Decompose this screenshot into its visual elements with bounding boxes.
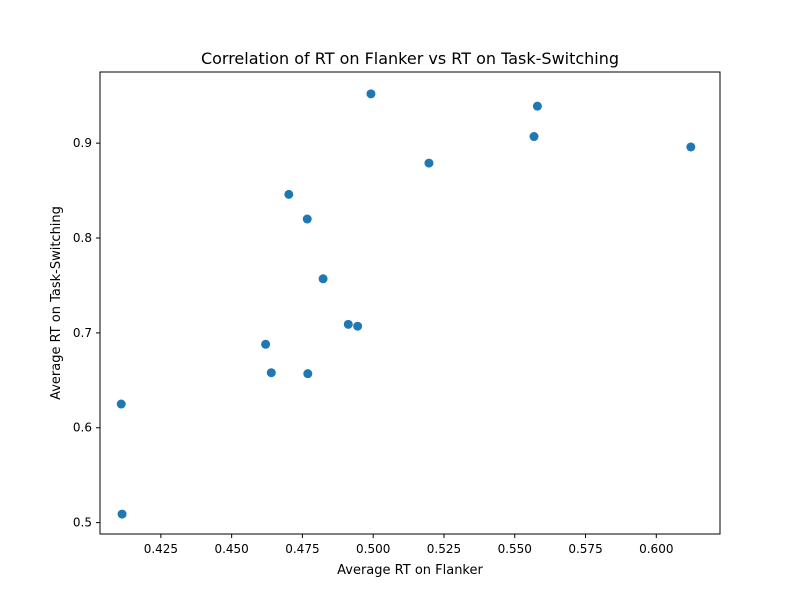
x-tick-label: 0.575 [568, 542, 602, 556]
x-tick-label: 0.550 [498, 542, 532, 556]
y-tick-label: 0.6 [73, 421, 92, 435]
x-tick-label: 0.500 [356, 542, 390, 556]
data-point [353, 321, 363, 331]
data-point [284, 189, 294, 199]
x-tick-label: 0.450 [214, 542, 248, 556]
x-tick-label: 0.525 [427, 542, 461, 556]
data-point [303, 369, 313, 379]
data-point [116, 399, 126, 409]
data-point [261, 339, 271, 349]
data-point [532, 101, 542, 111]
chart-title: Correlation of RT on Flanker vs RT on Ta… [201, 49, 619, 68]
x-tick-label: 0.475 [285, 542, 319, 556]
y-tick-label: 0.8 [73, 231, 92, 245]
y-tick-label: 0.7 [73, 326, 92, 340]
data-point [366, 89, 376, 99]
data-point [343, 319, 353, 329]
x-axis-label: Average RT on Flanker [337, 563, 483, 578]
data-point [424, 158, 434, 168]
x-tick-label: 0.600 [639, 542, 673, 556]
y-axis-ticks: 0.5 0.6 0.7 0.8 0.9 [73, 136, 100, 530]
x-tick-label: 0.425 [144, 542, 178, 556]
data-point [686, 142, 696, 152]
data-point [302, 214, 312, 224]
y-axis-label: Average RT on Task-Switching [49, 206, 64, 400]
y-tick-label: 0.5 [73, 516, 92, 530]
x-axis-ticks: 0.425 0.450 0.475 0.500 0.525 0.550 0.575 0.600 [144, 534, 673, 556]
data-point [266, 368, 276, 378]
y-tick-label: 0.9 [73, 136, 92, 150]
points-layer [116, 89, 696, 519]
data-point [529, 132, 539, 142]
data-point [318, 274, 328, 284]
data-point [117, 509, 127, 519]
plot-frame [99, 71, 721, 535]
